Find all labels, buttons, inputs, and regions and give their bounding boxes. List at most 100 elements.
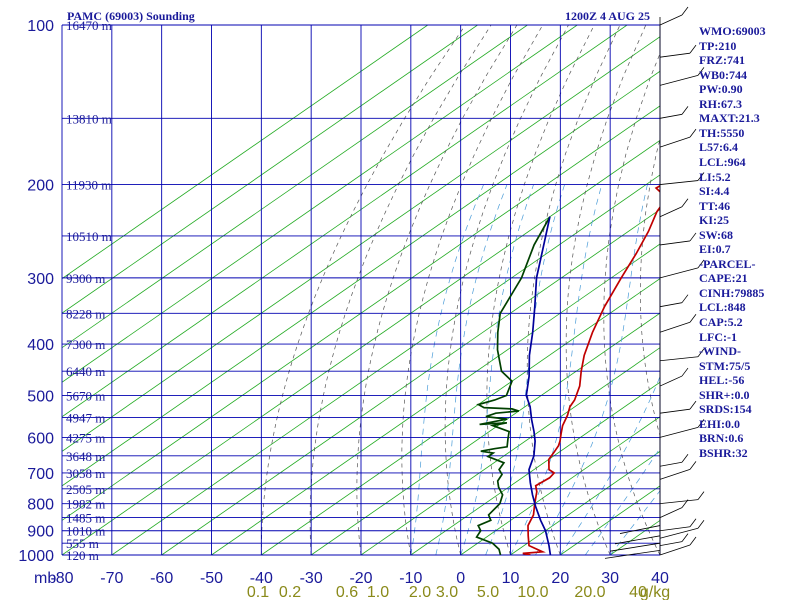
height-label: 10510 m bbox=[66, 229, 112, 244]
sounding-index-item: L57:6.4 bbox=[699, 140, 738, 155]
isotherm-line bbox=[510, 450, 660, 555]
pressure-tick-label: 600 bbox=[27, 430, 54, 447]
moist-adiabat bbox=[535, 184, 648, 555]
sounding-index-item: EHI:0.0 bbox=[699, 416, 741, 431]
wind-barb bbox=[604, 549, 661, 559]
sounding-index-item: SRDS:154 bbox=[699, 402, 752, 417]
height-label: 7300 m bbox=[66, 337, 105, 352]
dry-adiabat bbox=[526, 25, 621, 555]
wind-barb bbox=[659, 408, 691, 414]
temperature-tick-label: -30 bbox=[300, 570, 323, 587]
height-label: 3058 m bbox=[66, 466, 105, 481]
dewpoint-line bbox=[475, 216, 551, 555]
temperature-tick-label: -70 bbox=[100, 570, 123, 587]
wind-barb-flag bbox=[689, 518, 697, 527]
wind-barb bbox=[614, 535, 661, 545]
wind-barb-flag bbox=[681, 6, 689, 16]
isotherm-line bbox=[111, 174, 660, 555]
isotherm-line bbox=[62, 25, 428, 280]
wind-barb bbox=[609, 542, 661, 552]
wind-barb-flag bbox=[697, 259, 705, 269]
wind-barb-flag bbox=[681, 294, 689, 303]
wind-barb bbox=[659, 544, 691, 556]
mixing-ratio-label: 2.0 bbox=[409, 584, 431, 600]
temperature-tick-label: 20 bbox=[551, 570, 569, 587]
height-label: 5670 m bbox=[66, 388, 105, 403]
height-label: 9300 m bbox=[66, 271, 105, 286]
isotherm-line bbox=[62, 70, 660, 487]
sounding-index-item: CAP:5.2 bbox=[699, 315, 743, 329]
pressure-tick-label: 800 bbox=[27, 497, 54, 514]
height-label: 120 m bbox=[66, 548, 99, 563]
pressure-tick-label: 100 bbox=[27, 18, 54, 35]
moist-adiabat bbox=[435, 184, 508, 555]
wind-barb-flag bbox=[697, 491, 705, 500]
moist-adiabat bbox=[510, 184, 603, 555]
pressure-tick-label: 300 bbox=[27, 271, 54, 288]
wind-barb-flag bbox=[689, 536, 697, 546]
sounding-index-item: WB0:744 bbox=[699, 67, 747, 82]
sounding-index-item: LCL:964 bbox=[699, 154, 746, 169]
wind-barb-flag bbox=[697, 172, 705, 181]
wind-barb bbox=[659, 526, 691, 532]
wind-barb-flag bbox=[689, 314, 697, 323]
sounding-datetime: 1200Z 4 AUG 25 bbox=[565, 9, 651, 23]
temperature-tick-label: 10 bbox=[502, 570, 520, 587]
wind-barb bbox=[659, 469, 691, 480]
sounding-index-item: BSHR:32 bbox=[699, 445, 748, 460]
sounding-index-item: EI:0.7 bbox=[699, 242, 731, 257]
height-label: 11930 m bbox=[66, 178, 111, 193]
pressure-tick-label: 700 bbox=[27, 466, 54, 483]
sounding-index-item: -WIND- bbox=[699, 344, 741, 359]
mixing-ratio-label: g/kg bbox=[640, 584, 670, 600]
wind-barb bbox=[659, 321, 691, 333]
temperature-tick-label: -60 bbox=[150, 570, 173, 587]
sounding-index-item: LCL:848 bbox=[699, 300, 746, 315]
temperature-tick-label: -10 bbox=[399, 570, 422, 587]
sounding-index-item: HEL:-56 bbox=[699, 373, 745, 388]
mixing-ratio-label: 1.0 bbox=[367, 584, 389, 600]
sounding-index-item: WMO:69003 bbox=[699, 24, 766, 38]
isotherm-line bbox=[62, 36, 660, 452]
wind-barb bbox=[659, 375, 683, 387]
height-label: 4275 m bbox=[66, 430, 105, 445]
isotherm-line bbox=[62, 25, 628, 418]
height-label: 1485 m bbox=[66, 511, 105, 526]
height-label: 3648 m bbox=[66, 449, 105, 464]
temperature-tick-label: -50 bbox=[200, 570, 223, 587]
wind-barb bbox=[659, 206, 683, 218]
wind-barb bbox=[659, 499, 699, 505]
wind-barb bbox=[659, 113, 683, 119]
sounding-index-item: FRZ:741 bbox=[699, 53, 745, 68]
temperature-tick-label: -80 bbox=[50, 570, 73, 587]
wind-barb bbox=[659, 180, 699, 185]
wind-barb bbox=[659, 14, 683, 26]
wind-barb-flag bbox=[689, 461, 697, 470]
wind-barb-flag bbox=[697, 67, 705, 76]
wind-barb-flag bbox=[689, 128, 697, 138]
pressure-tick-label: 500 bbox=[27, 388, 54, 405]
isotherm-line bbox=[460, 416, 660, 555]
mixing-ratio-label: 5.0 bbox=[477, 584, 499, 600]
isotherm-line bbox=[62, 139, 660, 555]
wind-barb-flag bbox=[681, 533, 689, 542]
isotherm-line bbox=[211, 243, 660, 555]
wind-barb bbox=[659, 356, 699, 362]
wind-barb-flag bbox=[681, 198, 689, 207]
sounding-index-item: LI:5.2 bbox=[699, 169, 731, 184]
station-title: PAMC (69003) Sounding bbox=[67, 9, 195, 23]
pressure-tick-label: 400 bbox=[27, 337, 54, 354]
mixing-ratio-label: 0.1 bbox=[247, 584, 269, 600]
wind-barb bbox=[659, 267, 699, 279]
wind-barb bbox=[659, 75, 699, 86]
isotherm-line bbox=[261, 278, 660, 555]
wind-barb bbox=[659, 461, 683, 467]
virtual_temperature-line bbox=[525, 216, 552, 555]
sounding-index-item: MAXT:21.3 bbox=[699, 111, 760, 126]
pressure-tick-label: 900 bbox=[27, 524, 54, 541]
sounding-index-item: CAPE:21 bbox=[699, 271, 748, 286]
sounding-index-item: TP:210 bbox=[699, 38, 737, 53]
wind-barb-flag bbox=[697, 348, 705, 357]
wind-barb bbox=[659, 527, 699, 539]
